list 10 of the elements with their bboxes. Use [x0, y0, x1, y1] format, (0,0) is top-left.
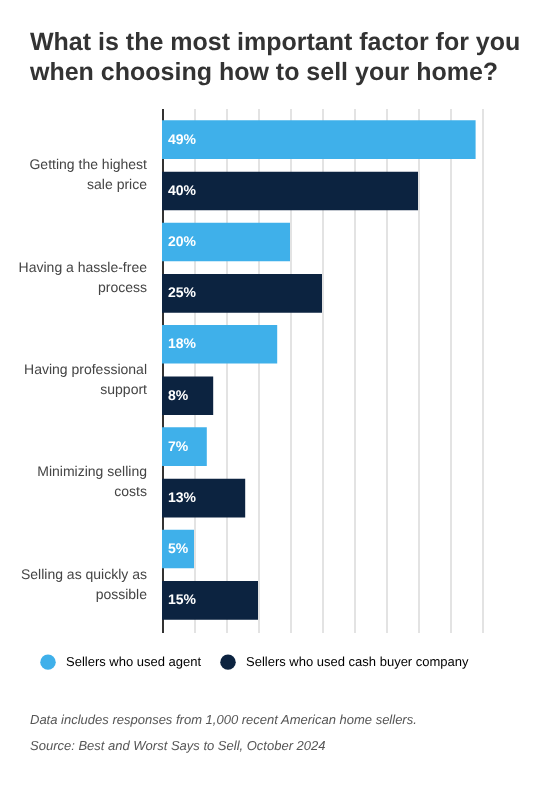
bar	[162, 274, 322, 313]
bar	[162, 427, 207, 466]
bar	[162, 324, 278, 364]
chart-title: What is the most important factor for you when choosing how to sell your home?	[28, 26, 523, 90]
bar	[162, 120, 476, 159]
bar	[162, 171, 418, 211]
bar	[162, 376, 214, 416]
bar	[162, 222, 290, 262]
bar	[162, 478, 246, 518]
bar	[162, 581, 258, 620]
